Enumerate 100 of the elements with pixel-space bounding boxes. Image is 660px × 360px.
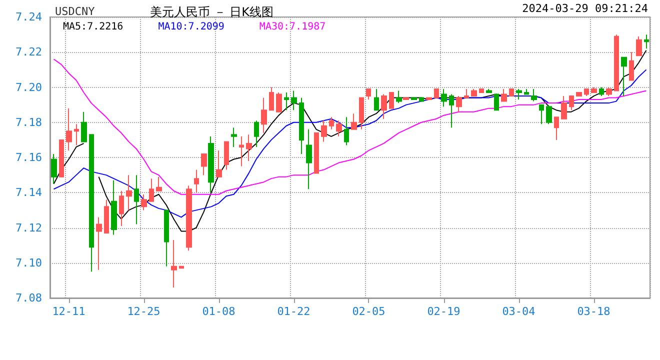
candlestick xyxy=(276,92,282,112)
candlestick xyxy=(389,92,394,109)
candlestick xyxy=(164,210,169,267)
candlestick xyxy=(329,116,334,130)
candlestick xyxy=(96,216,102,270)
x-tick-label: 01-22 xyxy=(277,305,310,318)
candlestick xyxy=(239,136,244,167)
candlestick xyxy=(569,96,574,111)
candlestick xyxy=(509,88,514,97)
candlestick xyxy=(149,178,154,202)
candlestick xyxy=(216,150,222,178)
candlestick xyxy=(531,88,537,102)
candlestick xyxy=(351,113,357,130)
candlestick xyxy=(561,96,567,120)
candlestick xyxy=(269,86,274,111)
candlestick xyxy=(186,185,192,252)
candlestick xyxy=(494,94,499,111)
candlestick xyxy=(396,90,402,104)
candlestick xyxy=(419,97,424,102)
candlestick xyxy=(306,128,312,190)
candlestick xyxy=(336,120,342,137)
candlestick xyxy=(51,153,57,184)
y-tick-label: 7.12 xyxy=(16,221,42,234)
candlestick xyxy=(411,97,417,100)
y-tick-label: 7.22 xyxy=(16,46,42,59)
candlestick xyxy=(194,169,199,194)
text: MA30:7.1987 xyxy=(259,22,326,32)
candlestick xyxy=(224,141,229,170)
x-tick-label: 01-08 xyxy=(202,305,236,318)
candlestick xyxy=(374,88,379,111)
candlestick xyxy=(208,136,214,194)
candlestick xyxy=(381,94,387,120)
candlestick xyxy=(546,104,552,125)
candlestick xyxy=(479,88,484,94)
candlestick xyxy=(119,190,124,226)
candlestick xyxy=(344,116,349,146)
line-series xyxy=(53,58,647,195)
text: MA10:7.2099 xyxy=(158,22,224,32)
candlestick xyxy=(74,124,79,146)
candlestick xyxy=(501,88,507,102)
candlestick xyxy=(606,86,612,97)
candlestick xyxy=(171,240,177,288)
candlestick xyxy=(254,120,259,148)
candlestick xyxy=(599,86,604,97)
candlestick xyxy=(104,199,109,234)
candlestick xyxy=(246,134,252,162)
chart-subtitle: 美元人民币 － 日K线图 xyxy=(150,5,274,19)
text: 2024-03-29 09:21:24 xyxy=(522,2,648,15)
candlestick xyxy=(644,34,649,50)
candlestick xyxy=(141,194,147,211)
x-tick-label: 03-04 xyxy=(502,305,536,318)
candlestick xyxy=(524,88,529,95)
candlestick xyxy=(591,86,597,94)
candlestick xyxy=(81,111,87,142)
candlestick xyxy=(111,180,117,236)
candlestick xyxy=(629,52,634,81)
candlestick xyxy=(201,153,207,176)
candlestick xyxy=(636,36,642,56)
candlestick xyxy=(231,127,237,148)
candlestick xyxy=(426,97,432,100)
x-tick-label: 02-19 xyxy=(427,305,460,318)
candlestick xyxy=(449,94,454,128)
candlestick xyxy=(261,97,267,134)
candlestick xyxy=(359,97,364,130)
candlestick xyxy=(516,88,522,100)
text: MA5:7.2216 xyxy=(63,22,124,32)
y-tick-label: 7.20 xyxy=(16,80,42,94)
candlestick xyxy=(284,92,289,111)
candlestick xyxy=(441,88,447,108)
y-tick-label: 7.18 xyxy=(16,116,42,129)
candlestick xyxy=(59,139,64,178)
candlestick xyxy=(434,88,439,98)
candlestick xyxy=(66,108,72,151)
candlestick xyxy=(471,88,477,97)
candlestick xyxy=(314,132,319,174)
y-tick-label: 7.14 xyxy=(16,186,42,200)
candlestick xyxy=(486,88,492,94)
candlestick xyxy=(456,96,462,112)
candlestick xyxy=(554,116,559,140)
candlestick xyxy=(291,90,297,111)
candlestick xyxy=(366,88,371,100)
x-tick-label: 03-18 xyxy=(577,305,610,318)
y-tick-label: 7.16 xyxy=(16,151,42,164)
candlestick xyxy=(134,174,139,225)
candlestick xyxy=(126,174,132,211)
y-tick-label: 7.10 xyxy=(16,256,42,270)
candlestick xyxy=(576,92,582,97)
candlestick xyxy=(321,120,327,142)
candlestick xyxy=(156,176,162,192)
candlestick xyxy=(584,88,589,97)
y-tick-label: 7.24 xyxy=(16,10,42,24)
candlestick xyxy=(299,97,304,154)
x-tick-label: 02-05 xyxy=(352,305,386,318)
candlestick xyxy=(89,134,94,272)
candlestick xyxy=(614,34,619,92)
candlestick xyxy=(179,266,184,269)
candlestick xyxy=(464,88,469,98)
y-tick-label: 7.08 xyxy=(16,292,42,304)
candlestick xyxy=(539,104,544,125)
x-tick-label: 12-11 xyxy=(52,305,86,318)
